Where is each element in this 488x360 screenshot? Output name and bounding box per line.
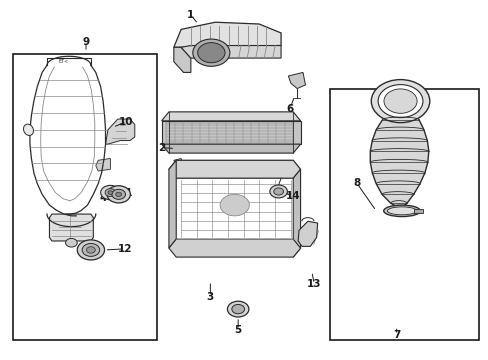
Circle shape: [227, 301, 248, 317]
Polygon shape: [161, 121, 300, 144]
Circle shape: [77, 240, 104, 260]
Text: 3: 3: [206, 292, 214, 302]
Circle shape: [192, 39, 229, 66]
Polygon shape: [168, 239, 300, 257]
Polygon shape: [288, 72, 305, 89]
Circle shape: [116, 192, 122, 197]
Polygon shape: [293, 169, 300, 257]
Circle shape: [197, 42, 224, 63]
Polygon shape: [161, 112, 300, 121]
Text: 11: 11: [119, 188, 134, 198]
Circle shape: [220, 194, 249, 216]
Circle shape: [82, 243, 100, 256]
Polygon shape: [105, 119, 135, 144]
Polygon shape: [96, 158, 110, 171]
Text: 9: 9: [82, 37, 89, 47]
Circle shape: [377, 85, 422, 118]
Text: 12: 12: [118, 244, 132, 254]
Ellipse shape: [23, 124, 33, 135]
Text: 14: 14: [285, 191, 300, 201]
Text: 6: 6: [285, 104, 293, 114]
Circle shape: [108, 191, 113, 194]
Polygon shape: [168, 160, 300, 178]
Polygon shape: [173, 158, 183, 166]
Bar: [13, 54, 157, 339]
Text: 1: 1: [187, 10, 194, 20]
Circle shape: [86, 247, 95, 253]
Bar: [329, 89, 478, 339]
Circle shape: [105, 189, 116, 197]
Polygon shape: [173, 22, 281, 47]
Circle shape: [273, 188, 283, 195]
Circle shape: [269, 185, 287, 198]
Ellipse shape: [383, 205, 419, 217]
Text: 7: 7: [392, 330, 400, 340]
Polygon shape: [181, 45, 281, 58]
Polygon shape: [298, 221, 317, 246]
Circle shape: [65, 238, 77, 247]
Polygon shape: [176, 166, 182, 173]
Bar: [413, 209, 422, 213]
Circle shape: [370, 80, 429, 123]
Text: 2: 2: [158, 143, 165, 153]
Text: 4: 4: [99, 193, 106, 203]
Text: 8: 8: [352, 178, 360, 188]
Polygon shape: [161, 144, 300, 153]
Text: 13: 13: [306, 279, 321, 289]
Circle shape: [107, 186, 130, 203]
Text: 5: 5: [234, 325, 241, 335]
Polygon shape: [168, 160, 176, 248]
Ellipse shape: [386, 207, 416, 215]
Polygon shape: [49, 214, 93, 241]
Polygon shape: [369, 120, 428, 211]
Circle shape: [383, 89, 416, 113]
Circle shape: [112, 189, 125, 199]
Polygon shape: [173, 47, 190, 72]
Text: 10: 10: [119, 117, 134, 127]
Circle shape: [101, 185, 120, 200]
Text: ET<: ET<: [59, 59, 69, 64]
Circle shape: [231, 305, 244, 314]
